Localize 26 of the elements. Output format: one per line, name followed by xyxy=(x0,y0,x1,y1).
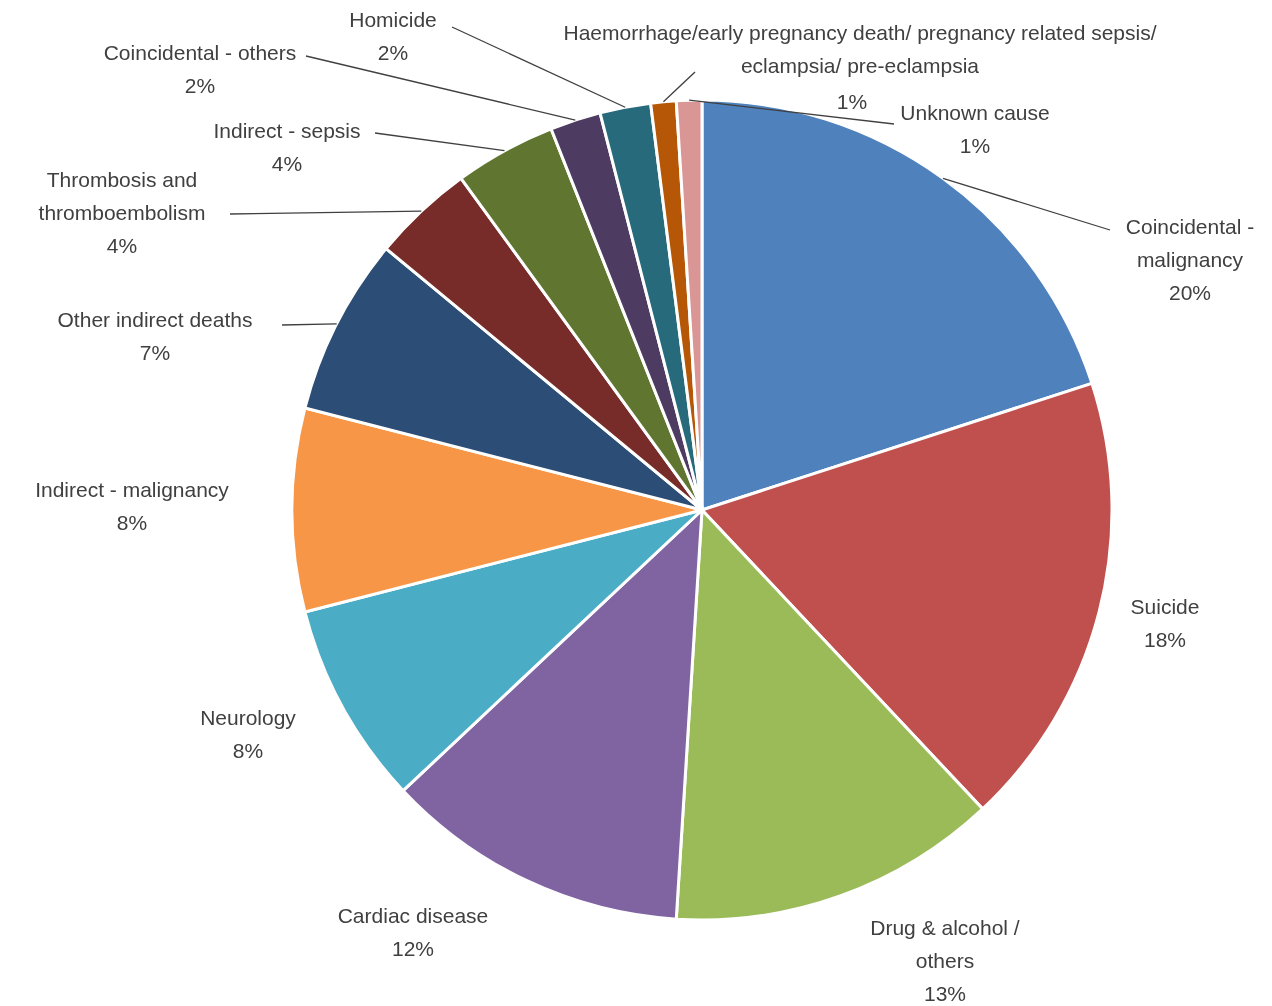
data-label: 2% xyxy=(184,74,216,97)
data-label: 20% xyxy=(1168,281,1212,304)
data-label: 1% xyxy=(959,134,991,157)
data-label: 4% xyxy=(106,234,138,257)
data-label: 4% xyxy=(271,152,303,175)
slice-label: Coincidental - malignancy xyxy=(1125,215,1255,271)
slice-label: Suicide xyxy=(1130,595,1200,618)
slice-label: Indirect - sepsis xyxy=(213,119,361,142)
slice-label: Unknown cause xyxy=(900,101,1050,124)
slice-label: Cardiac disease xyxy=(337,904,489,927)
data-label: 18% xyxy=(1143,628,1187,651)
data-label: 13% xyxy=(923,982,967,1005)
slice-label: Neurology xyxy=(200,706,297,729)
data-label: 8% xyxy=(116,511,148,534)
slice-label: Haemorrhage/early pregnancy death/ pregnancy related sepsis/ eclampsia/ pre-eclampsia xyxy=(563,21,1157,77)
slice-label: Indirect - malignancy xyxy=(35,478,230,501)
slice-label: Other indirect deaths xyxy=(57,308,253,331)
data-label: 7% xyxy=(139,341,171,364)
data-label: 12% xyxy=(391,937,435,960)
slice-label: Homicide xyxy=(349,8,437,31)
data-label: 2% xyxy=(377,41,409,64)
slice-label: Coincidental - others xyxy=(103,41,297,64)
slice-label: Drug & alcohol / others xyxy=(870,916,1020,972)
slice-label: Thrombosis and thromboembolism xyxy=(38,168,206,224)
data-label: 8% xyxy=(232,739,264,762)
data-label: 1% xyxy=(836,90,868,113)
